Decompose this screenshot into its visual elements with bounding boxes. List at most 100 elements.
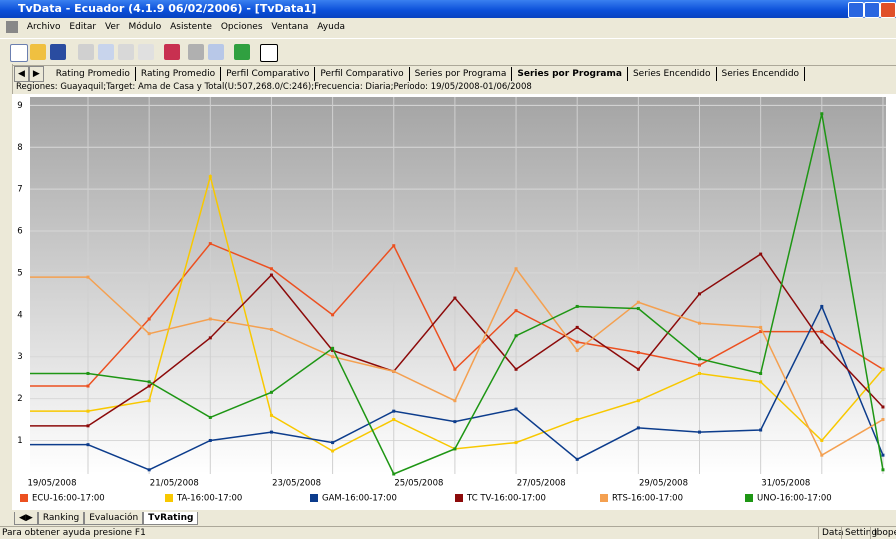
point — [881, 367, 885, 371]
point — [269, 273, 273, 277]
tab[interactable]: Series Encendido — [628, 67, 717, 81]
point — [147, 399, 151, 403]
point — [575, 457, 579, 461]
tab[interactable]: Series Encendido — [717, 67, 806, 81]
cut-button[interactable] — [78, 44, 94, 60]
tab[interactable]: TvRating — [143, 512, 199, 525]
point — [514, 441, 518, 445]
point — [269, 327, 273, 331]
new-button[interactable] — [10, 44, 28, 62]
point — [881, 405, 885, 409]
legend-swatch — [165, 494, 173, 502]
point — [208, 242, 212, 246]
point — [575, 325, 579, 329]
menu-item[interactable]: Opciones — [220, 22, 263, 32]
tab[interactable]: Rating Promedio — [51, 67, 136, 81]
tab[interactable]: Rating Promedio — [136, 67, 222, 81]
point — [575, 304, 579, 308]
status-panel: Data — [818, 527, 847, 539]
point — [392, 472, 396, 476]
legend-label: RTS-16:00-17:00 — [612, 494, 683, 504]
point — [759, 325, 763, 329]
tab[interactable]: Ranking — [37, 512, 85, 525]
paste-button[interactable] — [118, 44, 134, 60]
point — [208, 336, 212, 340]
point — [759, 252, 763, 256]
point — [698, 430, 701, 434]
y-tick-label: 6 — [17, 227, 22, 237]
legend-label: TC TV-16:00-17:00 — [466, 494, 546, 504]
point — [331, 449, 335, 453]
print-button[interactable] — [188, 44, 204, 60]
point — [820, 112, 824, 116]
point — [575, 340, 579, 344]
point — [820, 340, 824, 344]
close-button[interactable] — [880, 2, 896, 18]
toolbar — [0, 38, 896, 66]
point — [392, 418, 396, 422]
point — [575, 418, 579, 422]
point — [820, 304, 824, 308]
y-tick-label: 9 — [17, 101, 22, 111]
tab[interactable]: Evaluación — [84, 512, 144, 525]
preview-button[interactable] — [208, 44, 224, 60]
point — [86, 384, 90, 388]
minimize-button[interactable] — [848, 2, 864, 18]
point — [86, 371, 90, 375]
legend-swatch — [455, 494, 463, 502]
menu-item[interactable]: Ver — [104, 22, 120, 32]
point — [331, 348, 335, 352]
point — [636, 399, 640, 403]
point — [208, 438, 212, 442]
point — [147, 317, 151, 321]
point — [820, 438, 824, 442]
point — [86, 275, 90, 279]
maximize-button[interactable] — [864, 2, 880, 18]
point — [269, 267, 273, 271]
point — [269, 430, 273, 434]
menu-item[interactable]: Editar — [69, 22, 97, 32]
y-tick-label: 3 — [17, 352, 22, 362]
tab[interactable]: Series por Programa — [512, 67, 628, 81]
tab[interactable]: Series por Programa — [410, 67, 513, 81]
point — [208, 175, 212, 179]
bottom-tabs: ◀▶ Ranking Evaluación TvRating — [14, 512, 199, 525]
tab[interactable]: Perfil Comparativo — [315, 67, 410, 81]
menu-item[interactable]: Asistente — [170, 22, 212, 32]
menu-item[interactable]: Módulo — [128, 22, 162, 32]
y-tick-label: 2 — [17, 394, 22, 404]
point — [392, 409, 396, 413]
point — [759, 330, 763, 334]
find-button[interactable] — [138, 44, 154, 60]
y-tick-label: 7 — [17, 185, 22, 195]
point — [269, 390, 273, 394]
y-tick-label: 4 — [17, 310, 22, 320]
legend-label: TA-16:00-17:00 — [176, 494, 242, 504]
point — [453, 367, 457, 371]
copy-button[interactable] — [98, 44, 114, 60]
point — [208, 415, 212, 419]
app-icon — [6, 20, 18, 33]
legend-swatch — [745, 494, 753, 502]
open-button[interactable] — [30, 44, 46, 60]
point — [636, 351, 640, 355]
module-button[interactable] — [164, 44, 180, 60]
point — [86, 424, 90, 428]
menu-item[interactable]: Ayuda — [317, 22, 346, 32]
window-title: TvData - Ecuador (4.1.9 06/02/2006) - [T… — [18, 2, 317, 15]
save-button[interactable] — [50, 44, 66, 60]
refresh-button[interactable] — [234, 44, 250, 60]
point — [636, 307, 640, 311]
legend-swatch — [310, 494, 318, 502]
tab[interactable]: Perfil Comparativo — [221, 67, 316, 81]
y-tick-label: 5 — [17, 268, 22, 278]
help-button[interactable] — [260, 44, 278, 62]
menu-item[interactable]: Ventana — [271, 22, 309, 32]
x-tick-label: 23/05/2008 — [272, 479, 321, 489]
point — [514, 334, 518, 338]
point — [147, 384, 151, 388]
point — [575, 348, 579, 352]
menu-item[interactable]: Archivo — [26, 22, 61, 32]
point — [514, 309, 518, 313]
